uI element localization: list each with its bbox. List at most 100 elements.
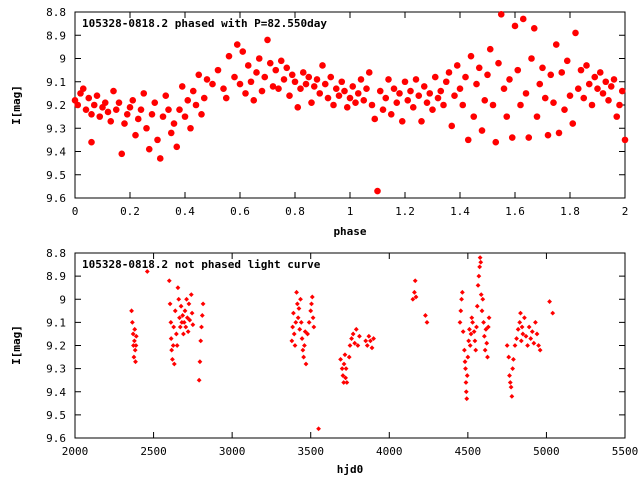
phased-data-point xyxy=(470,113,478,120)
unphased-x-tick-label: 2000 xyxy=(62,445,89,458)
unphased-x-tick-label: 4000 xyxy=(376,445,403,458)
phased-data-point xyxy=(299,69,307,76)
phased-data-point xyxy=(418,117,425,125)
phased-data-point xyxy=(393,99,401,106)
phased-data-point xyxy=(272,66,280,74)
phased-data-point xyxy=(195,71,203,79)
phased-data-point xyxy=(231,73,238,81)
unphased-y-tick-label: 9.6 xyxy=(46,432,66,445)
unphased-data-point xyxy=(305,331,310,337)
phased-data-point xyxy=(156,155,164,162)
unphased-x-tick-label: 3500 xyxy=(297,445,324,458)
unphased-data-point xyxy=(341,380,347,385)
unphased-data-point xyxy=(294,301,300,307)
unphased-x-axis-label: hjd0 xyxy=(337,463,364,476)
phased-data-point xyxy=(93,92,101,99)
unphased-data-point xyxy=(486,315,492,321)
unphased-data-point xyxy=(366,333,372,339)
phased-data-point xyxy=(90,101,98,109)
phased-chart-title: 105328-0818.2 phased with P=82.550day xyxy=(82,17,327,30)
unphased-y-tick-label: 9.5 xyxy=(46,409,66,422)
unphased-y-axis-label: I[mag] xyxy=(10,325,23,365)
phased-data-point xyxy=(261,73,269,81)
phased-data-point xyxy=(528,55,535,62)
phased-data-point xyxy=(506,76,513,83)
phased-data-point xyxy=(365,69,373,76)
phased-data-point xyxy=(277,57,285,65)
unphased-data-point xyxy=(292,343,298,348)
phased-data-point xyxy=(222,94,230,102)
unphased-data-point xyxy=(309,294,315,300)
phased-y-tick-label: 8.8 xyxy=(46,6,66,19)
unphased-data-point xyxy=(517,319,523,325)
phased-data-point xyxy=(407,87,414,95)
unphased-data-point xyxy=(308,308,314,314)
phased-data-point xyxy=(511,22,519,30)
unphased-data-point xyxy=(196,377,202,383)
unphased-x-tick-label: 5000 xyxy=(533,445,560,458)
unphased-data-point xyxy=(343,375,348,381)
phased-data-point xyxy=(247,78,255,86)
unphased-data-point xyxy=(470,319,475,325)
unphased-data-point xyxy=(467,326,472,332)
phased-data-point xyxy=(495,59,502,67)
phased-y-tick-label: 9.2 xyxy=(46,99,66,112)
unphased-data-point xyxy=(129,308,134,314)
unphased-data-point xyxy=(353,326,359,332)
phased-data-point xyxy=(437,87,445,95)
unphased-data-point xyxy=(132,326,138,332)
phased-data-point xyxy=(550,99,557,106)
phased-data-point xyxy=(607,83,615,90)
unphased-data-point xyxy=(291,331,297,337)
phased-data-point xyxy=(541,94,549,102)
unphased-data-point xyxy=(468,331,474,337)
phased-data-point xyxy=(368,101,376,109)
phased-data-point xyxy=(566,92,574,99)
unphased-x-tick-label: 5500 xyxy=(612,445,639,458)
phased-y-tick-label: 9.4 xyxy=(46,146,66,159)
phased-data-point xyxy=(354,90,362,97)
phased-data-point xyxy=(305,73,313,81)
unphased-data-point xyxy=(130,331,136,337)
phased-data-point xyxy=(170,120,178,127)
phased-data-point xyxy=(143,124,150,132)
phased-data-point xyxy=(275,85,282,93)
phased-data-point xyxy=(319,62,326,69)
unphased-data-point xyxy=(289,338,295,344)
phased-data-point xyxy=(618,87,626,95)
phased-data-point xyxy=(233,41,241,48)
unphased-data-point xyxy=(338,356,343,362)
unphased-data-point xyxy=(349,336,354,341)
phased-data-point xyxy=(302,80,310,88)
unphased-data-point xyxy=(477,255,483,261)
unphased-y-tick-label: 9.1 xyxy=(46,316,66,329)
unphased-data-point xyxy=(522,315,527,321)
unphased-data-point xyxy=(509,393,515,399)
phased-data-point xyxy=(264,36,271,44)
phased-data-point xyxy=(123,111,131,118)
unphased-data-point xyxy=(302,343,307,348)
unphased-data-point xyxy=(199,313,205,318)
phased-data-point xyxy=(398,117,406,125)
phased-data-point xyxy=(459,101,467,109)
unphased-data-point xyxy=(297,326,303,332)
phased-data-point xyxy=(401,78,409,86)
unphased-data-point xyxy=(410,296,416,302)
unphased-data-point xyxy=(298,319,304,325)
phased-x-tick-label: 1 xyxy=(347,205,354,218)
phased-data-point xyxy=(88,111,95,118)
phased-data-point xyxy=(308,99,315,106)
unphased-y-ticks: 8.8 8.9 9 9.1 9.2 9.3 9.4 9.5 9.6 xyxy=(46,247,625,445)
phased-data-point xyxy=(310,83,318,90)
unphased-data-point xyxy=(185,329,191,335)
unphased-data-point xyxy=(363,338,369,344)
phased-data-point xyxy=(434,94,442,102)
phased-data-point xyxy=(489,101,497,109)
unphased-data-point xyxy=(463,366,468,372)
unphased-data-point xyxy=(302,329,308,335)
phased-data-point xyxy=(599,90,607,97)
unphased-data-point xyxy=(339,366,345,372)
phased-data-point xyxy=(352,99,359,106)
phased-data-point xyxy=(451,92,458,99)
